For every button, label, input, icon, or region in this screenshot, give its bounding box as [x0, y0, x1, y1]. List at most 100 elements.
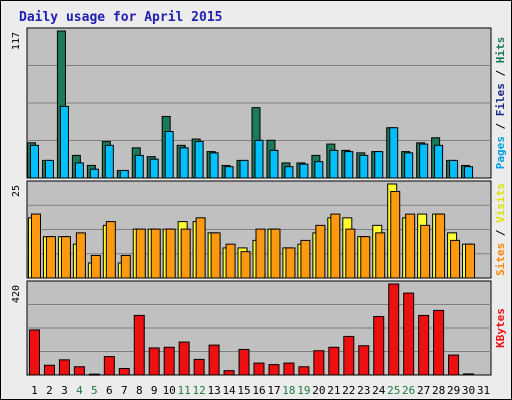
bar-visits-sites-day-17 [270, 228, 281, 279]
bar-kbytes-kbytes-day-17 [268, 364, 280, 376]
bar-kbytes-kbytes-day-3 [58, 359, 70, 376]
bar-kbytes-kbytes-day-21 [328, 346, 340, 376]
side-label-part: Files [494, 83, 507, 116]
bar-kbytes-kbytes-day-6 [103, 356, 115, 376]
bar-hits-files-day-11 [179, 147, 189, 179]
panel-visits-side-label: Sites / Visits [494, 183, 507, 276]
bar-hits-files-day-8 [134, 154, 144, 179]
bar-kbytes-kbytes-day-22 [343, 335, 355, 376]
bar-visits-sites-day-30 [465, 243, 476, 279]
x-tick-label: 15 [237, 384, 250, 397]
x-tick-label: 6 [106, 384, 113, 397]
x-tick-label: 25 [387, 384, 400, 397]
side-label-part: KBytes [494, 308, 507, 348]
bar-visits-sites-day-13 [210, 232, 221, 279]
bar-kbytes-kbytes-day-1 [28, 329, 40, 376]
x-tick-label: 31 [477, 384, 490, 397]
bar-hits-files-day-2 [44, 159, 54, 179]
bar-hits-files-day-21 [329, 149, 339, 179]
bar-visits-sites-day-2 [45, 236, 56, 279]
panel-hits-ymax-label: 117 [11, 32, 22, 50]
bar-visits-sites-day-25 [390, 191, 401, 279]
side-label-part: / [494, 116, 507, 136]
bar-hits-files-day-3 [59, 105, 69, 179]
bar-kbytes-kbytes-day-20 [313, 350, 325, 376]
side-label-part: / [494, 223, 507, 243]
bar-hits-files-day-4 [74, 162, 84, 179]
bar-visits-sites-day-24 [375, 232, 386, 279]
bar-kbytes-kbytes-day-19 [298, 366, 310, 376]
bar-kbytes-kbytes-day-24 [373, 316, 385, 376]
bar-kbytes-kbytes-day-9 [148, 347, 160, 376]
bar-hits-files-day-27 [419, 143, 429, 179]
bar-hits-files-day-20 [314, 161, 324, 179]
bar-kbytes-kbytes-day-13 [208, 344, 220, 376]
x-tick-label: 21 [327, 384, 340, 397]
bar-hits-files-day-18 [284, 166, 294, 179]
bar-hits-files-day-10 [164, 131, 174, 179]
bar-hits-files-day-9 [149, 158, 159, 179]
bar-hits-files-day-6 [104, 144, 114, 179]
bar-visits-sites-day-6 [105, 221, 116, 279]
panel-hits: 117 Pages / Files / Hits [11, 27, 507, 179]
panel-kbytes: 420 KBytes [11, 280, 507, 376]
bar-visits-sites-day-4 [75, 232, 86, 279]
bar-visits-sites-day-12 [195, 217, 206, 279]
x-tick-label: 10 [163, 384, 176, 397]
bar-kbytes-kbytes-day-10 [163, 346, 175, 376]
x-tick-label: 30 [462, 384, 475, 397]
bar-visits-sites-day-10 [165, 228, 176, 279]
x-tick-label: 11 [178, 384, 191, 397]
bar-hits-files-day-28 [434, 144, 444, 179]
bar-hits-files-day-12 [194, 141, 204, 179]
x-tick-label: 27 [417, 384, 430, 397]
x-tick-label: 14 [222, 384, 236, 397]
panels-layer: 117 Pages / Files / Hits 25 Sites / Visits 4… [11, 27, 507, 376]
bar-hits-files-day-23 [359, 154, 369, 179]
bar-visits-sites-day-3 [60, 236, 71, 279]
x-tick-label: 9 [151, 384, 158, 397]
bar-kbytes-kbytes-day-2 [43, 364, 55, 376]
bar-kbytes-kbytes-day-12 [193, 358, 205, 376]
bar-kbytes-kbytes-day-26 [403, 292, 415, 376]
bar-visits-sites-day-23 [360, 236, 371, 279]
bar-hits-files-day-19 [299, 163, 309, 179]
bar-visits-sites-day-18 [285, 247, 296, 279]
bar-hits-files-day-13 [209, 152, 219, 179]
x-tick-label: 16 [252, 384, 265, 397]
bar-kbytes-kbytes-day-18 [283, 362, 295, 376]
bar-hits-files-day-26 [404, 152, 414, 179]
x-tick-label: 26 [402, 384, 415, 397]
x-tick-label: 18 [282, 384, 295, 397]
x-tick-label: 12 [193, 384, 206, 397]
x-tick-label: 5 [91, 384, 98, 397]
bar-hits-files-day-30 [464, 166, 474, 179]
x-tick-label: 23 [357, 384, 370, 397]
bar-kbytes-kbytes-day-11 [178, 341, 190, 376]
bar-kbytes-kbytes-day-28 [433, 309, 445, 376]
bar-visits-sites-day-27 [420, 224, 431, 279]
panel-visits: 25 Sites / Visits [11, 180, 507, 279]
bar-kbytes-kbytes-day-14 [223, 370, 235, 376]
chart-title: Daily usage for April 2015 [19, 10, 223, 25]
bar-hits-files-day-16 [254, 139, 264, 179]
bar-hits-files-day-14 [224, 166, 234, 179]
bar-hits-files-day-29 [449, 159, 459, 179]
x-tick-label: 8 [136, 384, 143, 397]
x-tick-label: 13 [207, 384, 220, 397]
bar-visits-sites-day-21 [330, 213, 341, 279]
side-label-part: / [494, 63, 507, 83]
x-axis: 1 2 3 4 5 6 7 8 9 10 11 12 13 14 15 16 17 18 19 20 21 22 23 24 2… [31, 384, 490, 397]
bar-visits-sites-day-29 [450, 239, 461, 279]
bar-visits-sites-day-1 [30, 213, 41, 279]
bar-hits-files-day-7 [119, 169, 129, 179]
bar-hits-files-day-17 [269, 149, 279, 179]
panel-hits-side-label: Pages / Files / Hits [494, 37, 507, 170]
x-tick-label: 29 [447, 384, 460, 397]
bar-visits-sites-day-19 [300, 239, 311, 279]
x-tick-label: 20 [312, 384, 325, 397]
x-tick-label: 4 [76, 384, 83, 397]
x-tick-label: 7 [121, 384, 128, 397]
bar-visits-sites-day-11 [180, 228, 191, 279]
